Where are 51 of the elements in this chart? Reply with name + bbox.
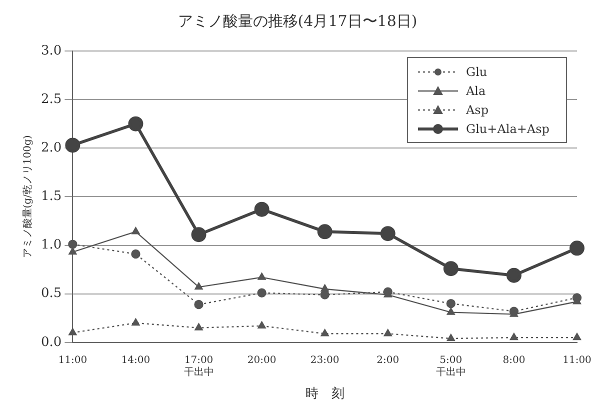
point: [258, 321, 266, 328]
point: [570, 240, 584, 256]
legend-label: Asp: [466, 102, 489, 116]
x-tick-label: 17:00 干出中: [184, 354, 214, 378]
point: [510, 332, 518, 340]
point: [132, 227, 140, 234]
x-tick-label: 20:00: [247, 354, 276, 366]
y-tick-label: 3.0: [40, 43, 62, 58]
point: [68, 240, 78, 249]
point: [65, 138, 80, 153]
legend-label: Ala: [466, 84, 486, 98]
x-tick-label: 11:00: [58, 354, 88, 366]
legend-label: Glu+Ala+Asp: [466, 122, 550, 136]
point: [131, 249, 140, 259]
point: [380, 226, 396, 242]
x-tick-label: 2:00: [376, 354, 400, 366]
point: [194, 323, 203, 330]
point: [317, 224, 332, 240]
y-tick-label: 2.0: [40, 140, 62, 156]
point: [254, 202, 270, 217]
x-tick-label: 5:00 干出中: [436, 354, 466, 378]
point: [194, 282, 203, 290]
x-axis-title: 時 刻: [305, 386, 344, 402]
point: [320, 329, 329, 336]
legend-label: Glu: [466, 64, 488, 78]
point: [191, 227, 206, 242]
point: [320, 284, 329, 292]
point: [446, 308, 455, 315]
point: [384, 329, 392, 336]
point: [572, 332, 582, 340]
y-tick-label: 0.0: [40, 334, 62, 350]
chart-title: アミノ酸量の推移(4月17日〜18日): [178, 12, 418, 30]
x-tick-label: 11:00: [562, 354, 592, 366]
point: [258, 272, 266, 280]
point: [446, 334, 455, 342]
point: [257, 288, 266, 298]
point: [68, 328, 77, 336]
x-tick-label: 14:00: [121, 354, 150, 366]
point: [132, 318, 140, 326]
point: [506, 268, 522, 283]
y-tick-label: 2.5: [40, 92, 62, 107]
point: [446, 298, 456, 308]
y-tick-label: 1.0: [40, 238, 62, 253]
y-tick-label: 0.5: [40, 286, 62, 302]
x-tick-label: 23:00: [310, 354, 340, 366]
x-tick-label: 8:00: [502, 354, 526, 366]
y-tick-label: 1.5: [40, 189, 62, 204]
point: [128, 116, 144, 132]
point: [443, 261, 458, 276]
y-axis-title: アミノ酸量(g/乾ノリ100g): [22, 135, 34, 258]
point: [194, 300, 204, 310]
